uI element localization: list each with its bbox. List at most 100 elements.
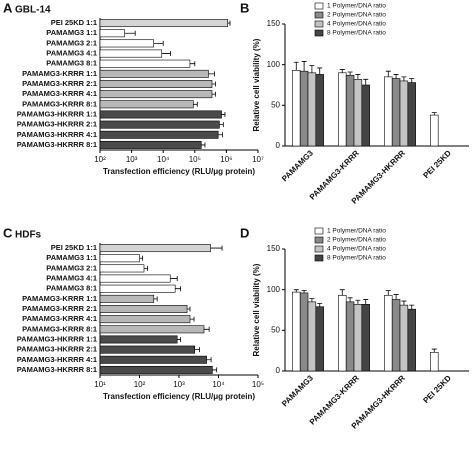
x-tick-label: 10⁵ [189,155,201,164]
error-bar [170,276,178,282]
y-tick-label: 100 [267,285,281,294]
bar [99,120,220,129]
bar [99,284,176,293]
y-tick-label: 0 [276,366,281,375]
error-bar [194,347,200,353]
error-bar [393,294,399,300]
error-bar [211,81,216,87]
category-label: PAMAMG3-HKRRR 2:1 [17,345,97,354]
error-bar [189,61,196,67]
panel-subtitle: HDFs [15,230,42,241]
legend-label: 1 Polymer/DNA ratio [327,228,386,235]
category-label: PAMAMG3-KRRR 8:1 [22,324,97,333]
error-bar [204,326,210,332]
bar [299,292,309,372]
legend-swatch [314,245,324,253]
bar [353,79,363,147]
category-label: PAMAMG3-KRRR 8:1 [22,99,97,108]
bar [361,304,370,372]
category-label: PEI 25KD [421,148,453,180]
error-bar [355,74,361,80]
error-bar [219,122,224,128]
error-bar [401,76,407,81]
legend-label: 4 Polymer/DNA ratio [327,246,386,253]
category-label: PAMAMG3-KRRR 2:1 [22,79,97,88]
bar [315,74,324,147]
bar [99,69,209,78]
error-bar [227,20,231,26]
bar [361,84,370,147]
y-tick-label: 0 [276,141,281,150]
bar [99,355,207,364]
category-label: PAMAMG3-HKRRR 4:1 [17,130,97,139]
bar [307,72,317,147]
bar [391,299,401,372]
category-label: PAMAMG3-KRRR [308,148,361,201]
category-label: PAMAMG3-HKRRR 2:1 [17,120,97,129]
error-bar [385,290,391,296]
error-bar [401,300,407,306]
bar [338,72,347,147]
legend-swatch [314,236,324,244]
bar [99,39,154,48]
category-label: PAMAMG3-KRRR 1:1 [22,69,97,78]
category-label: PAMAMG3 2:1 [46,263,97,272]
error-bar [347,297,353,302]
error-bar [309,65,315,73]
bar [299,70,309,147]
error-bar [317,303,323,307]
error-bar [363,299,369,305]
error-bar [187,306,191,312]
legend-label: 8 Polymer/DNA ratio [327,255,386,262]
bar [353,304,363,372]
error-bar [221,111,226,117]
category-label: PAMAMG3 4:1 [46,49,97,58]
legend-label: 1 Polymer/DNA ratio [327,3,386,10]
bar [99,80,213,88]
bar [391,78,401,147]
bar [384,76,393,147]
bar [99,100,194,109]
bar [345,74,355,147]
x-tick-label: 10² [94,155,106,164]
category-label: PAMAMG3-KRRR 4:1 [22,89,97,98]
y-tick-label: 100 [267,60,281,69]
bar [99,49,163,58]
y-axis-title: Relative cell viability (%) [252,263,261,356]
bar [315,306,324,372]
bar [99,365,213,374]
category-label: PAMAMG3 1:1 [46,28,97,37]
error-bar [193,101,198,107]
category-label: PAMAMG3-KRRR [308,373,361,426]
bar [99,110,222,119]
bar [99,335,178,344]
error-bar [431,112,437,116]
x-tick-label: 10⁵ [252,380,264,389]
panel-subtitle: GBL-14 [15,5,51,16]
error-bar [177,336,182,342]
bar [99,264,145,273]
bar [99,254,140,263]
error-bar [212,367,218,373]
bar [99,90,213,99]
bar [430,114,439,147]
legend-label: 4 Polymer/DNA ratio [327,21,386,28]
x-tick-label: 10⁷ [252,155,264,164]
x-tick-label: 10¹ [94,380,106,389]
panel-label: D [240,225,249,240]
error-bar [339,69,345,73]
legend-swatch [314,227,324,235]
category-label: PAMAMG3-HKRRR 1:1 [17,109,97,118]
error-bar [190,316,195,322]
legend-swatch [314,20,324,28]
category-label: PAMAMG3-HKRRR 8:1 [17,365,97,374]
error-bar [201,142,206,148]
error-bar [293,289,299,293]
error-bar [347,71,353,76]
bar [99,315,191,324]
legend-label: 8 Polymer/DNA ratio [327,30,386,37]
category-label: PAMAMG3 [280,148,315,183]
legend-swatch [314,254,324,262]
error-bar [175,286,182,292]
error-bar [218,132,223,138]
